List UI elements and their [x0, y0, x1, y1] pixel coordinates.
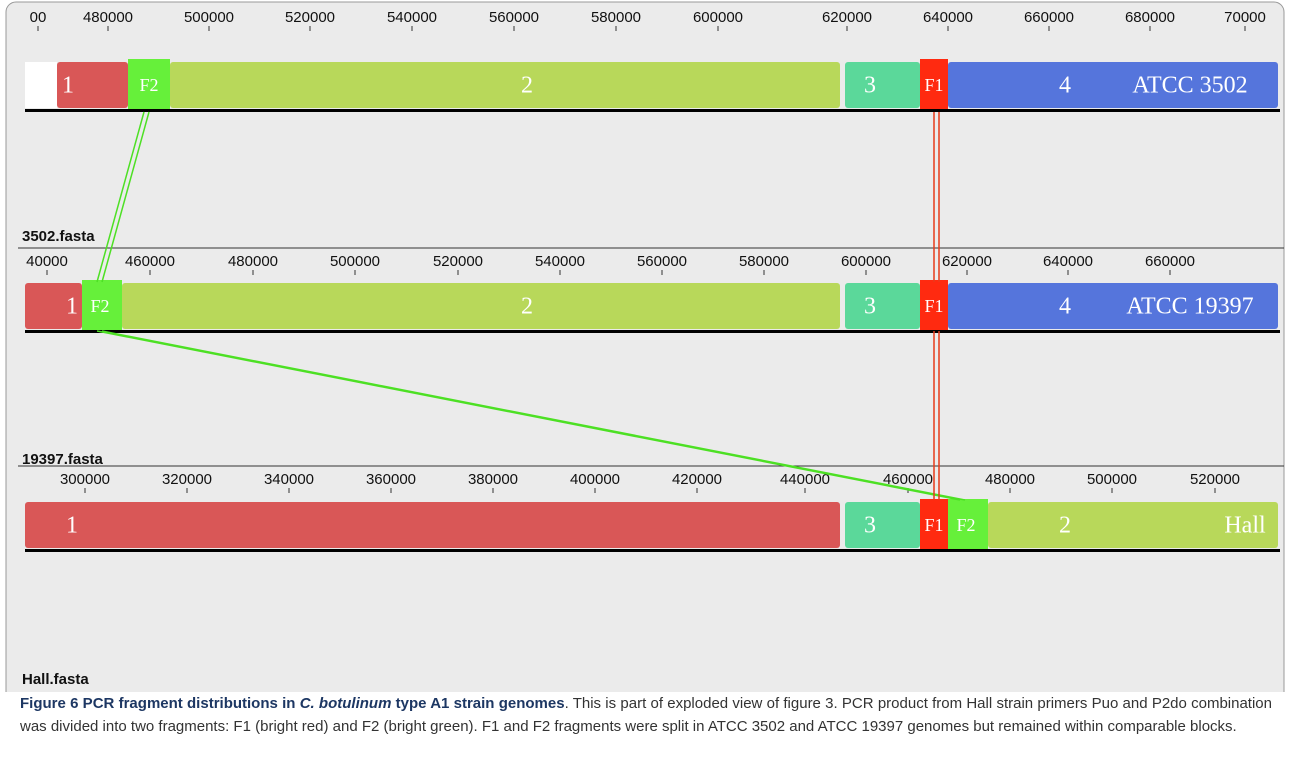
f2-link [101, 330, 966, 501]
ruler-label: 540000 [387, 9, 437, 26]
caption-title: PCR fragment distributions in [78, 695, 300, 712]
synteny-block [845, 283, 920, 329]
strain-label: Hall [1224, 513, 1266, 539]
synteny-block [845, 502, 920, 548]
caption-title: type A1 strain genomes [391, 695, 565, 712]
ruler-label: 460000 [883, 471, 933, 488]
ruler-label: 660000 [1024, 9, 1074, 26]
ruler-label: 480000 [228, 253, 278, 270]
ruler-label: 480000 [83, 9, 133, 26]
synteny-block [122, 283, 840, 329]
ruler-label: 70000 [1224, 9, 1266, 26]
ruler-label: 640000 [923, 9, 973, 26]
file-label: 19397.fasta [22, 451, 104, 468]
synteny-block [25, 502, 840, 548]
ruler-label: 300000 [60, 471, 110, 488]
pcr-fragment [920, 499, 948, 551]
ruler-label: 540000 [535, 253, 585, 270]
ruler-label: 520000 [1190, 471, 1240, 488]
f2-link [96, 330, 961, 501]
ruler-label: 520000 [285, 9, 335, 26]
block-label: F2 [90, 296, 109, 316]
ruler-label: 560000 [637, 253, 687, 270]
block-label: 3 [864, 73, 876, 99]
ruler-label: 680000 [1125, 9, 1175, 26]
ruler-label: 500000 [184, 9, 234, 26]
ruler-label: 500000 [330, 253, 380, 270]
file-label: 3502.fasta [22, 228, 95, 245]
ruler-label: 580000 [739, 253, 789, 270]
ruler-label: 580000 [591, 9, 641, 26]
genome-line [25, 549, 1280, 552]
ruler-label: 520000 [433, 253, 483, 270]
block-label: 2 [521, 294, 533, 320]
block-label: 1 [66, 294, 78, 320]
caption-species: C. botulinum [299, 695, 392, 712]
pcr-fragment [128, 59, 170, 111]
block-label: 3 [864, 513, 876, 539]
alignment-view: 00 480000 500000 520000 540000 560000 580000 60… [5, 1, 1285, 692]
synteny-block [948, 62, 1278, 108]
genome-line [25, 109, 1280, 112]
file-label: Hall.fasta [22, 671, 89, 688]
ruler-label: 400000 [570, 471, 620, 488]
ruler-label: 620000 [822, 9, 872, 26]
synteny-block [988, 502, 1278, 548]
ruler-label: 00 [30, 9, 47, 26]
block-label: 2 [1059, 513, 1071, 539]
synteny-block [845, 62, 920, 108]
block-label: 3 [864, 294, 876, 320]
ruler-label: 620000 [942, 253, 992, 270]
pcr-fragment [920, 59, 948, 111]
ruler-label: 40000 [26, 253, 68, 270]
ruler-label: 500000 [1087, 471, 1137, 488]
ruler-label: 320000 [162, 471, 212, 488]
ruler-label: 360000 [366, 471, 416, 488]
figure-caption: Figure 6 PCR fragment distributions in C… [20, 693, 1272, 738]
block-label: 4 [1059, 294, 1071, 320]
block-label: F1 [924, 75, 943, 95]
ruler-label: 440000 [780, 471, 830, 488]
pcr-fragment [948, 499, 988, 551]
synteny-block [25, 283, 82, 329]
ruler-label: 420000 [672, 471, 722, 488]
ruler-label: 600000 [693, 9, 743, 26]
strain-label: ATCC 3502 [1132, 73, 1247, 99]
synteny-block [170, 62, 840, 108]
block-label: F2 [956, 515, 975, 535]
strain-label: ATCC 19397 [1126, 294, 1253, 320]
f2-link [101, 111, 150, 283]
block-label: F1 [924, 515, 943, 535]
block-label: 4 [1059, 73, 1071, 99]
ruler-label: 460000 [125, 253, 175, 270]
ruler-label: 340000 [264, 471, 314, 488]
block-label: F2 [139, 75, 158, 95]
ruler-label: 640000 [1043, 253, 1093, 270]
ruler-label: 480000 [985, 471, 1035, 488]
caption-text: . This is part of exploded view of figur… [20, 695, 1272, 735]
ruler-label: 380000 [468, 471, 518, 488]
block [25, 62, 57, 108]
f2-link [96, 111, 145, 283]
caption-label: Figure 6 [20, 695, 79, 712]
genome-line [25, 330, 1280, 333]
synteny-block [57, 62, 128, 108]
block-label: 1 [66, 513, 78, 539]
pcr-fragment [82, 280, 122, 332]
ruler-label: 600000 [841, 253, 891, 270]
ruler-label: 560000 [489, 9, 539, 26]
block-label: 1 [62, 73, 74, 99]
block-label: F1 [924, 296, 943, 316]
ruler-label: 660000 [1145, 253, 1195, 270]
block-label: 2 [521, 73, 533, 99]
synteny-block [948, 283, 1278, 329]
pcr-fragment [920, 280, 948, 332]
